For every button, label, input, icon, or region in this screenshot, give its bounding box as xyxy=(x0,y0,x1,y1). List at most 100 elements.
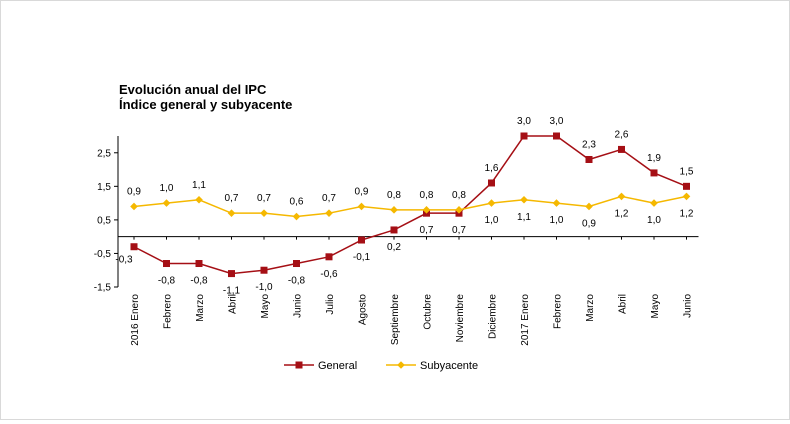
y-tick-label: -1,5 xyxy=(94,283,112,294)
x-tick-label: Octubre xyxy=(423,294,434,330)
data-label-subyacente: 1,0 xyxy=(550,215,564,226)
data-label-subyacente: 1,0 xyxy=(647,215,661,226)
data-label-general: 0,2 xyxy=(387,242,401,253)
x-tick-label: Abril xyxy=(618,294,629,314)
marker-general xyxy=(488,179,495,187)
marker-general xyxy=(520,132,528,140)
data-label-subyacente: 1,2 xyxy=(615,208,629,219)
data-label-general: 2,3 xyxy=(582,139,596,150)
data-label-subyacente: 1,2 xyxy=(680,208,694,219)
series-line-general xyxy=(133,135,687,275)
marker-general xyxy=(585,155,593,163)
x-tick-label: Abril xyxy=(228,294,239,314)
marker-general xyxy=(618,145,625,153)
marker-general xyxy=(195,260,203,268)
data-label-general: -1,1 xyxy=(223,286,241,297)
marker-general xyxy=(358,236,365,244)
marker-subyacente xyxy=(617,192,626,201)
marker-subyacente xyxy=(292,212,301,221)
x-tick-label: Julio xyxy=(325,294,336,315)
x-tick-label: Septiembre xyxy=(390,294,401,346)
marker-general xyxy=(260,266,268,274)
data-label-subyacente: 0,9 xyxy=(127,186,141,197)
marker-general xyxy=(130,243,138,251)
marker-subyacente xyxy=(650,199,658,207)
x-tick-label: Marzo xyxy=(585,294,596,322)
data-label-general: -1,0 xyxy=(255,282,273,293)
y-tick-label: 2,5 xyxy=(97,148,111,159)
data-label-subyacente: 0,8 xyxy=(420,190,434,201)
marker-subyacente xyxy=(455,206,463,214)
data-label-subyacente: 0,7 xyxy=(257,193,271,204)
marker-subyacente xyxy=(260,209,268,217)
legend-label-subyacente: Subyacente xyxy=(420,360,478,372)
chart-subtitle: Índice general y subyacente xyxy=(119,97,292,112)
x-tick-label: Febrero xyxy=(163,294,174,329)
data-label-general: -0,8 xyxy=(158,276,176,287)
x-tick-label: 2016 Enero xyxy=(130,294,141,346)
data-label-general: 0,7 xyxy=(420,225,434,236)
marker-subyacente xyxy=(390,206,398,214)
marker-general xyxy=(293,260,300,268)
x-tick-label: Marzo xyxy=(195,294,206,322)
data-label-general: 1,9 xyxy=(647,153,661,164)
x-tick-label: Mayo xyxy=(260,294,271,319)
legend-label-general: General xyxy=(318,360,357,372)
x-tick-label: Diciembre xyxy=(488,294,499,339)
x-tick-label: Junio xyxy=(683,294,694,318)
marker-subyacente xyxy=(130,202,138,211)
data-label-subyacente: 0,7 xyxy=(322,193,336,204)
data-label-general: -0,8 xyxy=(190,276,208,287)
data-label-subyacente: 1,1 xyxy=(192,180,206,191)
marker-general xyxy=(325,253,333,261)
marker-general xyxy=(163,260,170,268)
data-label-general: 0,7 xyxy=(452,225,466,236)
data-label-subyacente: 1,1 xyxy=(517,212,531,223)
marker-subyacente xyxy=(162,199,171,207)
data-label-subyacente: 1,0 xyxy=(485,215,499,226)
data-label-general: 3,0 xyxy=(517,116,531,127)
data-label-general: 2,6 xyxy=(615,129,629,140)
legend: General Subyacente xyxy=(284,360,478,372)
x-tick-label: Junio xyxy=(293,294,304,318)
marker-subyacente xyxy=(520,195,528,204)
data-labels: -0,3 -0,8 -0,8 -1,1 -1,0 -0,8 -0,6 -0,1 0,2 0,7 0,… xyxy=(115,116,694,297)
data-label-general: -0,1 xyxy=(353,252,371,263)
data-label-subyacente: 0,6 xyxy=(290,197,304,208)
data-label-subyacente: 0,8 xyxy=(452,190,466,201)
data-label-subyacente: 0,9 xyxy=(355,186,369,197)
x-tick-label: 2017 Enero xyxy=(520,294,531,346)
y-tick-label: 1,5 xyxy=(97,182,111,193)
series-layer xyxy=(130,132,691,278)
data-label-subyacente: 0,7 xyxy=(225,193,239,204)
marker-subyacente xyxy=(487,199,496,207)
data-label-general: 3,0 xyxy=(550,116,564,127)
x-tick-label: Agosto xyxy=(358,294,369,326)
legend-marker-general xyxy=(295,361,303,369)
marker-general xyxy=(650,169,658,177)
data-label-general: -0,8 xyxy=(288,276,306,287)
y-tick-label: 0,5 xyxy=(97,215,111,226)
marker-subyacente xyxy=(422,206,431,214)
marker-general xyxy=(390,226,398,234)
marker-subyacente xyxy=(357,202,366,211)
data-label-subyacente: 0,9 xyxy=(582,218,596,229)
marker-subyacente xyxy=(227,209,236,217)
chart-title: Evolución anual del IPC xyxy=(119,82,267,97)
marker-general xyxy=(683,182,690,190)
marker-general xyxy=(553,132,560,140)
axes: -1,5 -0,5 0,5 1,5 2,5 2016 Enero Febrero Marzo A… xyxy=(94,136,699,346)
marker-general xyxy=(228,270,235,278)
legend-marker-subyacente xyxy=(397,361,405,369)
x-tick-label: Noviembre xyxy=(455,294,466,343)
x-tick-label: Mayo xyxy=(650,294,661,319)
marker-subyacente xyxy=(682,192,691,201)
marker-subyacente xyxy=(325,209,333,217)
data-label-subyacente: 1,0 xyxy=(160,183,174,194)
x-tick-label: Febrero xyxy=(553,294,564,329)
series-line-subyacente xyxy=(133,195,687,218)
data-label-subyacente: 0,8 xyxy=(387,190,401,201)
marker-subyacente xyxy=(195,195,203,204)
